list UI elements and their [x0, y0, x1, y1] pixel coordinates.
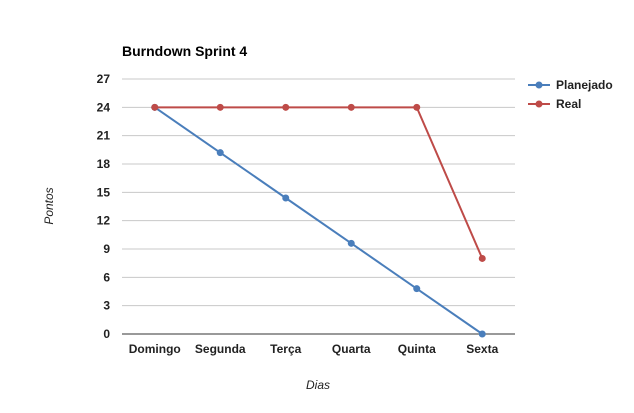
y-tick-label: 18 [97, 157, 111, 171]
y-tick-label: 24 [97, 100, 111, 114]
data-point-planejado [347, 239, 355, 247]
y-axis-ticks: 0 3 6 9 12 15 18 21 24 27 [97, 72, 111, 341]
chart-title: Burndown Sprint 4 [122, 43, 247, 59]
x-tick-label: Quinta [398, 342, 436, 356]
y-tick-label: 9 [103, 242, 110, 256]
data-point-real [282, 103, 290, 111]
series-layer [151, 103, 486, 338]
y-tick-label: 21 [97, 129, 111, 143]
x-tick-label: Terça [270, 342, 301, 356]
legend: Planejado Real [528, 78, 613, 111]
y-tick-label: 6 [103, 270, 110, 284]
series-line-planejado [154, 106, 483, 335]
y-tick-label: 27 [97, 72, 111, 86]
legend-marker-planejado [535, 81, 543, 89]
data-point-real [151, 103, 159, 111]
x-axis-label: Dias [306, 378, 330, 392]
data-point-real [413, 103, 421, 111]
gridlines [122, 78, 515, 335]
x-tick-label: Domingo [129, 342, 181, 356]
x-tick-label: Segunda [195, 342, 246, 356]
series-line-real [154, 106, 484, 259]
legend-label-real: Real [556, 97, 581, 111]
data-point-real [478, 254, 486, 262]
x-tick-label: Sexta [466, 342, 498, 356]
data-point-real [216, 103, 224, 111]
data-point-planejado [216, 149, 224, 157]
y-tick-label: 15 [97, 185, 111, 199]
legend-label-planejado: Planejado [556, 78, 613, 92]
x-tick-label: Quarta [332, 342, 371, 356]
legend-marker-real [535, 100, 543, 108]
y-tick-label: 3 [103, 299, 110, 313]
y-tick-label: 12 [97, 214, 111, 228]
y-axis-label: Pontos [42, 187, 56, 224]
data-point-planejado [413, 285, 421, 293]
x-axis-ticks: Domingo Segunda Terça Quarta Quinta Sexta [129, 342, 499, 356]
y-tick-label: 0 [103, 327, 110, 341]
data-point-planejado [282, 194, 290, 202]
data-point-real [347, 103, 355, 111]
data-point-planejado [478, 330, 486, 338]
